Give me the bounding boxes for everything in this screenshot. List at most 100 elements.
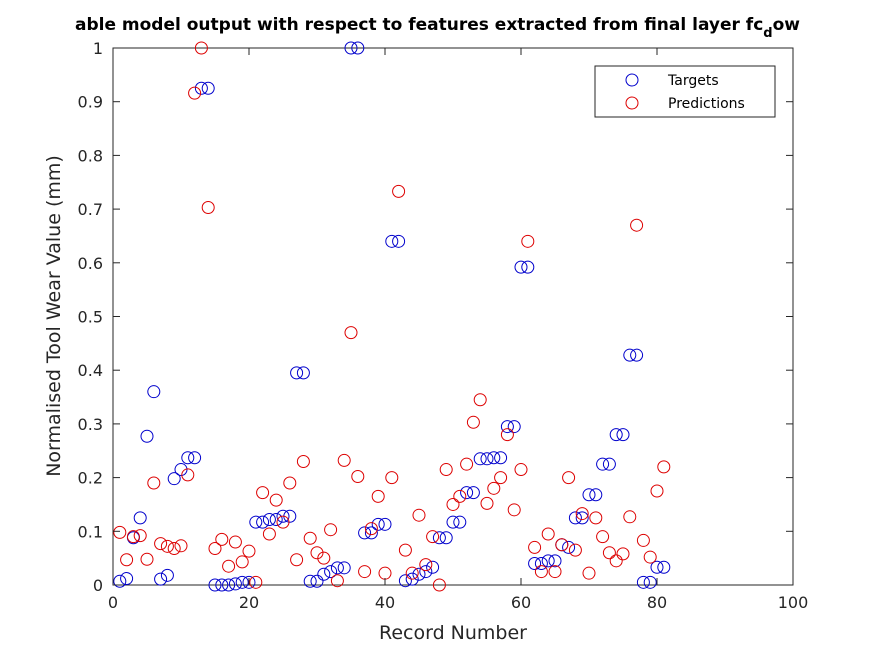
predictions-point [460,457,474,471]
targets-point [147,385,161,399]
targets-point [446,515,460,529]
targets-point [228,577,242,591]
predictions-point [507,503,521,517]
targets-point [480,452,494,466]
predictions-point [528,540,542,554]
predictions-point [466,415,480,429]
targets-point [290,366,304,380]
predictions-point [412,508,426,522]
predictions-point [310,546,324,560]
y-tick-label: 0.8 [78,146,103,165]
targets-point [242,575,256,589]
predictions-point [494,471,508,485]
x-tick-label: 20 [239,593,259,612]
predictions-point [562,471,576,485]
targets-point [589,488,603,502]
targets-point [181,451,195,465]
targets-point [494,451,508,465]
targets-point [657,560,671,574]
predictions-point [630,218,644,232]
targets-point [358,526,372,540]
targets-point [487,451,501,465]
targets-point [392,234,406,248]
targets-point [208,578,222,592]
targets-point [650,560,664,574]
predictions-point [385,471,399,485]
targets-point [160,568,174,582]
chart-title: able model output with respect to featur… [75,15,800,41]
predictions-point [303,531,317,545]
predictions-point [405,566,419,580]
predictions-point [596,530,610,544]
predictions-point [364,522,378,536]
predictions-point [262,527,276,541]
targets-point [276,509,290,523]
legend: Targets Predictions [594,65,776,118]
targets-point [256,515,270,529]
targets-point [371,517,385,531]
targets-point [378,517,392,531]
targets-point [385,234,399,248]
predictions-point [167,541,181,555]
predictions-point [324,523,338,537]
plot-area [112,47,794,586]
targets-point [528,557,542,571]
predictions-point [249,575,263,589]
targets-point [188,451,202,465]
predictions-point [446,497,460,511]
predictions-point [582,566,596,580]
predictions-point [208,541,222,555]
predictions-point [344,326,358,340]
predictions-point [371,489,385,503]
predictions-point [147,476,161,490]
axis-ticks: 0 20 40 60 80 100 0 0.1 0.2 0.3 0.4 0.5 0.6 0.7 0.8 0.9… [78,39,809,612]
y-tick-label: 0.2 [78,469,103,488]
predictions-point [589,511,603,525]
predictions-point [623,510,637,524]
predictions-point [201,200,215,214]
predictions-point [215,532,229,546]
predictions-point [555,538,569,552]
targets-point [412,567,426,581]
predictions-point [317,551,331,565]
predictions-point [398,543,412,557]
predictions-point [140,552,154,566]
predictions-point [514,463,528,477]
predictions-point [283,476,297,490]
targets-point [154,572,168,586]
x-tick-label: 0 [108,593,118,612]
predictions-point [337,453,351,467]
predictions-point [181,468,195,482]
predictions-point [602,546,616,560]
legend-box [594,65,776,118]
chart-title-tail: ow [773,15,801,35]
targets-point [194,81,208,95]
y-tick-label: 1 [93,39,103,58]
predictions-point [351,470,365,484]
predictions-point [296,454,310,468]
predictions-point [235,555,249,569]
predictions-point [548,565,562,579]
targets-point [596,457,610,471]
targets-point [602,457,616,471]
predictions-point [643,550,657,564]
targets-point [609,428,623,442]
targets-point [337,561,351,575]
x-tick-label: 60 [511,593,531,612]
predictions-point [126,530,140,544]
y-tick-label: 0.6 [78,254,103,273]
y-tick-label: 0.9 [78,93,103,112]
data-markers [113,41,671,592]
y-tick-label: 0 [93,576,103,595]
predictions-point [616,547,630,561]
chart-title-subscript: d [763,26,772,41]
predictions-point [480,496,494,510]
predictions-point [568,543,582,557]
predictions-point [541,527,555,541]
predictions-point [174,539,188,553]
targets-point [541,554,555,568]
axes-box [112,47,794,586]
legend-label-targets: Targets [667,73,719,89]
predictions-point [657,460,671,474]
predictions-point [256,486,270,500]
